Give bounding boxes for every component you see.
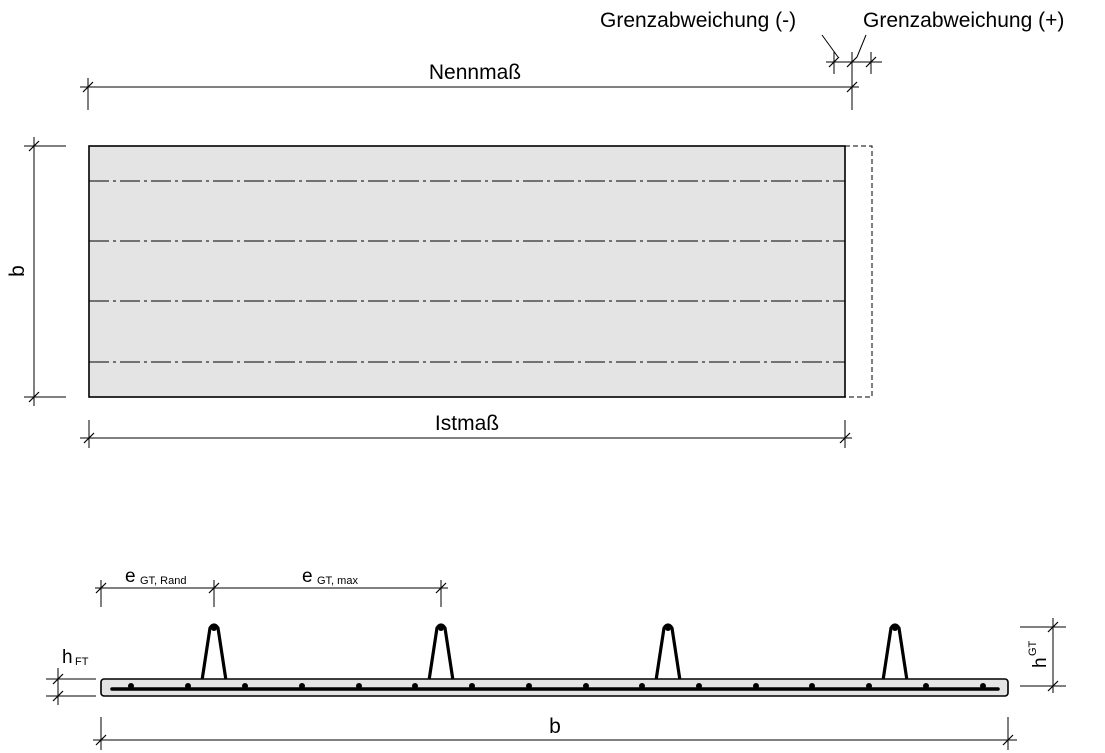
lattice-girder (653, 623, 683, 688)
svg-text:hGT: hGT (1027, 640, 1051, 668)
width-dimension-horizontal: b (93, 715, 1017, 750)
tolerance-plus-outline (844, 145, 873, 398)
actual-dimension: Istmaß (80, 412, 852, 448)
rebar-dot (866, 683, 872, 689)
rebar-dot (583, 683, 589, 689)
girder-top-chord (665, 625, 671, 631)
rebar-dot (185, 683, 191, 689)
section-view: e GT, Rand e GT, max h FT hGT (46, 566, 1066, 750)
tolerance-plus-label: Grenzabweichung (+) (863, 9, 1064, 32)
girder-height-dimension: hGT (1020, 618, 1066, 693)
max-spacing-label: e GT, max (302, 566, 358, 587)
lattice-girder-lines (89, 180, 845, 363)
girder-top-chord (211, 625, 217, 631)
rebar-dot (980, 683, 986, 689)
nominal-label: Nennmaß (429, 61, 521, 84)
rebar-dots (128, 683, 986, 689)
lattice-girder (426, 623, 456, 688)
girder-height-label: hGT (1027, 640, 1051, 668)
precast-panel (88, 145, 846, 398)
slab-thickness-dimension: h FT (46, 647, 96, 705)
nominal-dimension: Nennmaß (80, 61, 859, 110)
width-label-horizontal: b (549, 715, 561, 738)
lattice-girders (199, 623, 910, 688)
rebar-dot (639, 683, 645, 689)
actual-label: Istmaß (435, 412, 499, 435)
rebar-dot (809, 683, 815, 689)
rebar-dot (753, 683, 759, 689)
width-dimension-vertical: b (6, 137, 66, 406)
edge-spacing-label: e GT, Rand (125, 566, 186, 587)
rebar-dot (696, 683, 702, 689)
lattice-girder (199, 623, 229, 688)
rebar-dot (469, 683, 475, 689)
rebar-dot (412, 683, 418, 689)
tolerance-minus-label: Grenzabweichung (-) (600, 9, 796, 32)
width-label-vertical: b (6, 265, 29, 277)
rebar-dot (356, 683, 362, 689)
tolerance-minus-leader (821, 34, 839, 58)
girder-top-chord (892, 625, 898, 631)
rebar-dot (299, 683, 305, 689)
girder-spacing-dimension: e GT, Rand e GT, max (95, 566, 448, 607)
rebar-dot (526, 683, 532, 689)
tolerance-dimension (826, 52, 882, 110)
girder-top-chord (438, 625, 444, 631)
slab-thickness-label: h FT (62, 647, 89, 668)
rebar-dot (128, 683, 134, 689)
top-view: Grenzabweichung (-) Grenzabweichung (+) … (6, 9, 1064, 448)
tolerance-plus-leader (856, 34, 867, 58)
lattice-girder (880, 623, 910, 688)
rebar-dot (923, 683, 929, 689)
rebar-dot (242, 683, 248, 689)
